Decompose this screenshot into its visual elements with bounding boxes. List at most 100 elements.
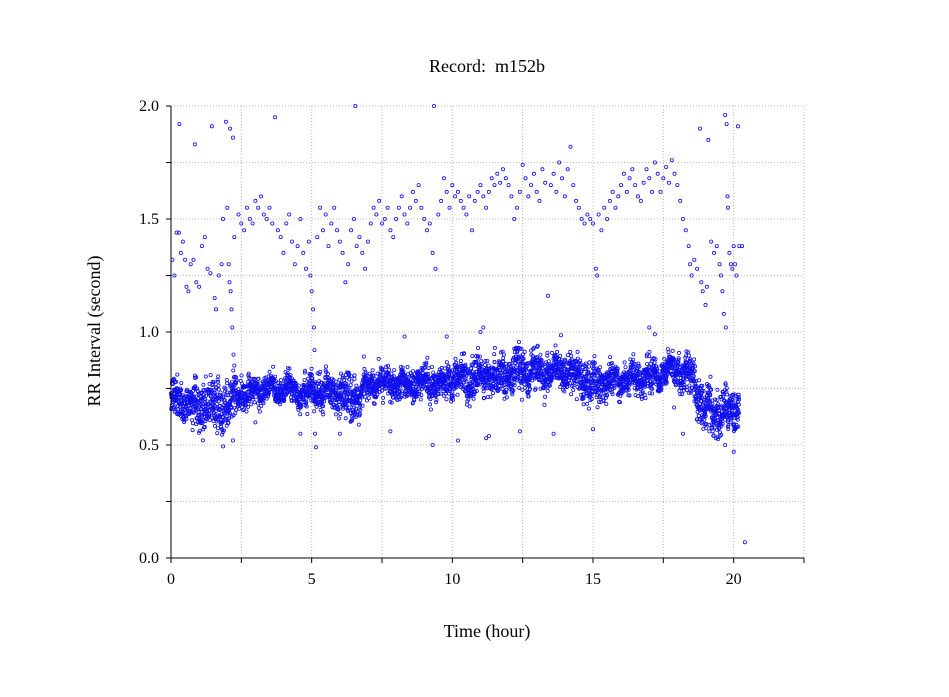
data-point	[450, 183, 455, 188]
data-point	[296, 383, 301, 388]
data-point	[183, 257, 188, 262]
data-point	[434, 397, 439, 402]
data-point	[312, 409, 317, 414]
data-point	[402, 212, 407, 217]
x-tick-label: 20	[726, 571, 742, 588]
data-point	[585, 401, 590, 406]
data-point	[414, 394, 419, 399]
data-point	[228, 126, 233, 131]
data-point	[621, 171, 626, 176]
data-point	[542, 402, 547, 407]
data-point	[254, 384, 259, 389]
data-point	[299, 402, 304, 407]
data-point	[188, 408, 193, 413]
data-point	[184, 416, 189, 421]
data-point	[285, 370, 290, 375]
data-point	[320, 228, 325, 233]
data-point	[227, 280, 232, 285]
data-point	[233, 411, 238, 416]
data-point	[546, 359, 551, 364]
data-point	[232, 405, 237, 410]
data-point	[366, 396, 371, 401]
data-point	[253, 394, 258, 399]
data-point	[543, 180, 548, 185]
x-tick-label: 0	[167, 571, 175, 588]
data-point	[602, 205, 607, 210]
data-point	[208, 271, 213, 276]
data-point	[270, 221, 275, 226]
data-point	[501, 352, 506, 357]
data-point	[569, 392, 574, 397]
x-tick-label: 10	[444, 571, 460, 588]
data-point	[644, 167, 649, 172]
data-point	[253, 420, 258, 425]
data-point	[416, 183, 421, 188]
data-point	[346, 372, 351, 377]
data-point	[211, 400, 216, 405]
data-point	[370, 368, 375, 373]
data-point	[664, 164, 669, 169]
data-point	[174, 379, 179, 384]
data-point	[408, 205, 413, 210]
data-point	[574, 198, 579, 203]
data-point	[175, 372, 180, 377]
data-point	[333, 412, 338, 417]
data-point	[652, 360, 657, 365]
data-point	[509, 194, 514, 199]
data-point	[677, 350, 682, 355]
data-point	[213, 307, 218, 312]
data-point	[453, 194, 458, 199]
data-point	[647, 176, 652, 181]
data-point	[438, 391, 443, 396]
data-point	[389, 400, 394, 405]
data-point	[180, 239, 185, 244]
data-point	[515, 205, 520, 210]
data-point	[336, 416, 341, 421]
data-point	[655, 171, 660, 176]
data-point	[540, 167, 545, 172]
data-point	[665, 347, 670, 352]
data-point	[303, 266, 308, 271]
data-point	[176, 230, 181, 235]
grid	[171, 105, 805, 558]
data-point	[363, 394, 368, 399]
data-point	[697, 126, 702, 131]
data-point	[229, 405, 234, 410]
data-point	[222, 412, 227, 417]
data-point	[347, 377, 352, 382]
data-point	[326, 244, 331, 249]
data-point	[329, 221, 334, 226]
data-point	[647, 349, 652, 354]
data-point	[392, 368, 397, 373]
x-tick-label: 15	[585, 571, 601, 588]
data-point	[562, 194, 567, 199]
data-point	[458, 198, 463, 203]
data-point	[543, 394, 548, 399]
data-point	[410, 369, 415, 374]
data-point	[451, 397, 456, 402]
data-point	[426, 376, 431, 381]
data-point	[410, 189, 415, 194]
data-point	[434, 400, 439, 405]
data-point	[643, 396, 648, 401]
data-point	[569, 353, 574, 358]
data-point	[484, 205, 489, 210]
data-point	[364, 373, 369, 378]
data-point	[433, 394, 438, 399]
data-point	[252, 400, 257, 405]
data-point	[482, 362, 487, 367]
data-point	[430, 250, 435, 255]
data-point	[523, 176, 528, 181]
data-point	[223, 386, 228, 391]
data-point	[208, 372, 213, 377]
data-point	[360, 250, 365, 255]
data-point	[311, 307, 316, 312]
data-point	[363, 266, 368, 271]
data-point	[422, 365, 427, 370]
data-point	[624, 189, 629, 194]
data-point	[197, 284, 202, 289]
data-point	[607, 198, 612, 203]
data-point	[316, 384, 321, 389]
data-point	[352, 373, 357, 378]
data-point	[202, 235, 207, 240]
